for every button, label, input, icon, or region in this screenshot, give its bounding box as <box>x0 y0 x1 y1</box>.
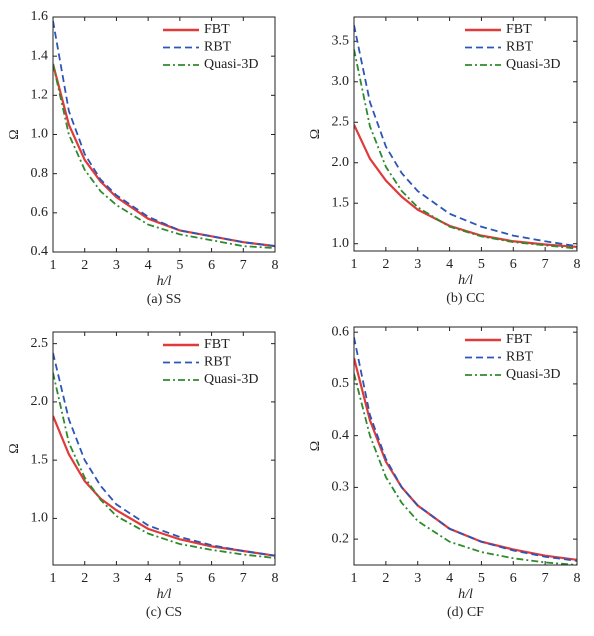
caption: (c) CS <box>146 605 182 620</box>
x-axis-label: h/l <box>157 274 172 289</box>
panel: 1 2 3 4 5 6 7 8 0.4 0.6 0.8 1.0 1.2 1.4 1.6 FBT RBT Quasi… <box>7 9 278 307</box>
y-tick-label: 1.4 <box>31 48 49 63</box>
x-tick-label: 7 <box>240 258 247 273</box>
y-tick-label: 1.0 <box>31 127 49 142</box>
plot-frame <box>52 331 276 566</box>
x-tick-label: 2 <box>382 571 389 586</box>
x-tick-label: 4 <box>145 571 152 586</box>
x-tick-label: 6 <box>208 258 215 273</box>
legend-label: RBT <box>506 350 534 365</box>
panel: 1 2 3 4 5 6 7 8 1.0 1.5 2.0 2.5 FBT RBT Quasi-3D h/l (c)… <box>7 331 279 620</box>
legend-label: FBT <box>506 332 532 347</box>
x-tick-label: 7 <box>542 571 549 586</box>
x-tick-label: 6 <box>510 571 517 586</box>
caption: (b) CC <box>446 291 485 306</box>
y-tick-label: 0.6 <box>332 324 350 339</box>
series-line <box>53 372 275 559</box>
series-line <box>53 63 275 249</box>
y-tick-label: 1.6 <box>31 9 49 24</box>
legend-label: RBT <box>204 355 232 370</box>
series-line <box>354 124 577 249</box>
legend-label: Quasi-3D <box>506 367 560 382</box>
series-line <box>53 415 275 557</box>
caption: (a) SS <box>147 292 182 307</box>
legend-label: FBT <box>506 22 532 37</box>
y-axis-label: Ω <box>308 441 323 451</box>
x-tick-label: 5 <box>176 258 183 273</box>
x-tick-label: 3 <box>113 571 120 586</box>
x-tick-label: 4 <box>446 257 453 272</box>
y-tick-label: 0.6 <box>31 205 49 220</box>
legend-label: Quasi-3D <box>204 372 258 387</box>
x-tick-label: 3 <box>113 258 120 273</box>
y-tick-label: 0.5 <box>332 376 350 391</box>
y-tick-label: 0.4 <box>31 244 49 259</box>
x-tick-label: 5 <box>176 571 183 586</box>
series-line <box>53 352 275 557</box>
y-tick-label: 0.8 <box>31 166 49 181</box>
x-tick-label: 5 <box>478 571 485 586</box>
x-tick-label: 2 <box>81 258 88 273</box>
x-tick-label: 8 <box>272 571 279 586</box>
x-tick-label: 8 <box>272 258 279 273</box>
plot-frame <box>353 16 578 252</box>
series-line <box>354 357 577 561</box>
y-tick-label: 0.4 <box>332 428 350 443</box>
y-tick-label: 2.0 <box>31 394 49 409</box>
series-line <box>53 20 275 248</box>
plot-frame <box>52 16 276 253</box>
y-tick-label: 0.3 <box>332 480 350 495</box>
y-tick-label: 2.5 <box>332 114 350 129</box>
x-tick-label: 7 <box>542 257 549 272</box>
y-tick-label: 2.5 <box>31 336 49 351</box>
legend-label: FBT <box>204 22 230 37</box>
x-tick-label: 6 <box>208 571 215 586</box>
series-line <box>354 24 577 248</box>
y-tick-label: 3.5 <box>332 34 350 49</box>
legend-label: FBT <box>204 337 230 352</box>
legend-label: RBT <box>204 40 232 55</box>
panel: 1 2 3 4 5 6 7 8 0.2 0.3 0.4 0.5 0.6 FBT RBT Quasi-3D h/l… <box>308 324 580 620</box>
y-tick-label: 1.2 <box>31 88 49 103</box>
legend-label: Quasi-3D <box>204 57 258 72</box>
series-line <box>354 373 577 565</box>
series-line <box>354 49 577 250</box>
x-tick-label: 1 <box>50 258 57 273</box>
y-axis-label: Ω <box>308 129 323 139</box>
y-tick-label: 0.2 <box>332 531 350 546</box>
x-tick-label: 8 <box>574 257 581 272</box>
x-tick-label: 1 <box>351 571 358 586</box>
x-tick-label: 8 <box>574 571 581 586</box>
x-tick-label: 4 <box>446 571 453 586</box>
plot-frame <box>353 326 578 566</box>
x-tick-label: 6 <box>510 257 517 272</box>
x-tick-label: 7 <box>240 571 247 586</box>
panel: 1 2 3 4 5 6 7 8 1.0 1.5 2.0 2.5 3.0 3.5 FBT RBT Quasi-3D… <box>308 16 581 306</box>
x-axis-label: h/l <box>458 587 473 602</box>
x-tick-label: 1 <box>351 257 358 272</box>
y-tick-label: 3.0 <box>332 74 350 89</box>
x-tick-label: 3 <box>414 571 421 586</box>
legend-label: RBT <box>506 40 534 55</box>
y-tick-label: 1.0 <box>332 236 350 251</box>
x-tick-label: 2 <box>81 571 88 586</box>
x-axis-label: h/l <box>458 273 473 288</box>
x-tick-label: 4 <box>145 258 152 273</box>
y-tick-label: 1.5 <box>31 452 49 467</box>
legend-label: Quasi-3D <box>506 57 560 72</box>
caption: (d) CF <box>447 605 484 620</box>
y-tick-label: 2.0 <box>332 155 350 170</box>
y-axis-label: Ω <box>7 129 22 139</box>
y-tick-label: 1.0 <box>31 511 49 526</box>
series-line <box>53 63 275 248</box>
x-tick-label: 2 <box>382 257 389 272</box>
x-tick-label: 1 <box>50 571 57 586</box>
x-axis-label: h/l <box>157 587 172 602</box>
x-tick-label: 5 <box>478 257 485 272</box>
x-tick-label: 3 <box>414 257 421 272</box>
y-axis-label: Ω <box>7 443 22 453</box>
y-tick-label: 1.5 <box>332 195 350 210</box>
series-line <box>354 337 577 562</box>
